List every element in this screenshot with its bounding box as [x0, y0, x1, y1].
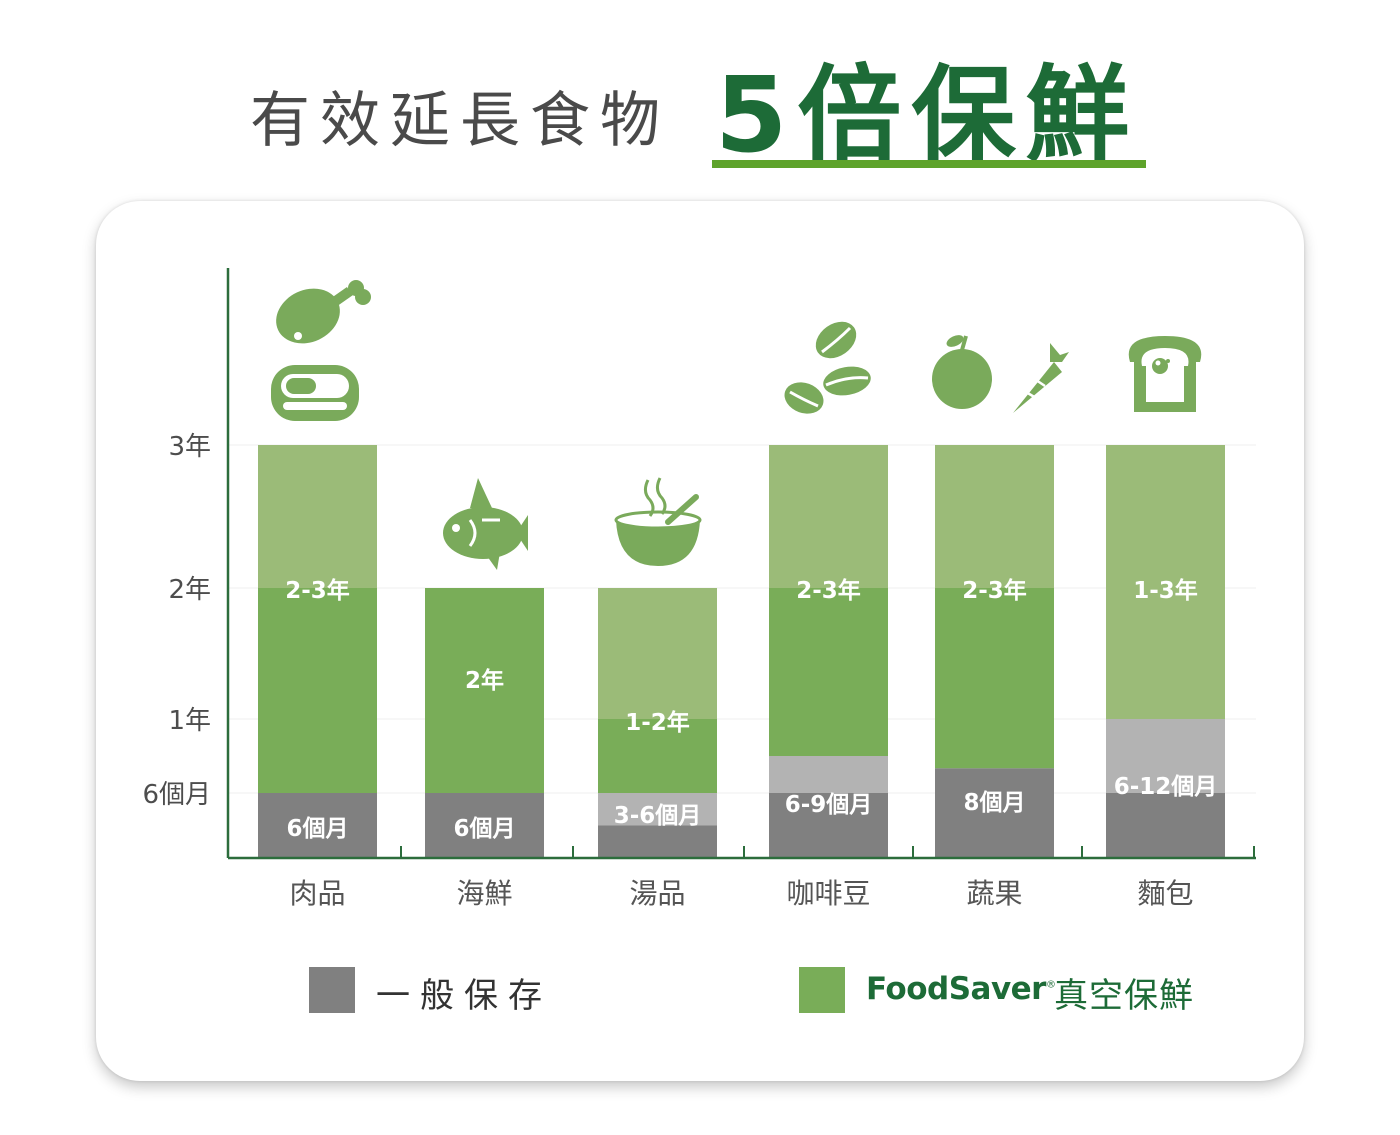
category-label: 肉品 [289, 877, 345, 910]
coffee-beans-icon [784, 321, 871, 414]
legend-brand-suffix: 真空保鮮 [1054, 976, 1194, 1016]
soup-bowl-icon [614, 477, 702, 566]
data-label-foodsaver: 1-2年 [625, 709, 690, 736]
bar-normal-lower [1106, 793, 1225, 858]
drumstick-meat [276, 288, 340, 344]
fish-eye [452, 524, 460, 532]
y-tick-label: 6個月 [142, 780, 211, 810]
y-tick-label: 1年 [168, 706, 211, 736]
fish-bottom-fin [487, 552, 500, 570]
apple-stem [960, 335, 968, 351]
drumstick-shine [294, 332, 302, 340]
headline: 有效延長食物 5倍保鮮 [0, 20, 1400, 176]
bar-foodsaver-upper [258, 445, 377, 588]
coffee-bean [823, 366, 871, 396]
bean-crease [821, 326, 852, 354]
legend-swatch-normal [309, 967, 355, 1013]
bar-foodsaver-upper [935, 445, 1054, 588]
bean-crease [789, 390, 819, 408]
fish-body [443, 507, 523, 559]
steam [655, 477, 667, 515]
legend-brand-name: FoodSaver® [866, 971, 1056, 1007]
category-label: 咖啡豆 [786, 877, 870, 910]
bar-normal-lower [598, 825, 717, 858]
data-label-normal: 8個月 [963, 790, 1025, 816]
category-label: 麵包 [1137, 877, 1193, 910]
legend-brand-text: FoodSaver [866, 971, 1046, 1007]
headline-normal-text: 有效延長食物 [250, 86, 670, 156]
fish-tail [516, 515, 528, 551]
bar-normal-upper [769, 756, 888, 793]
bar-foodsaver-lower [769, 588, 888, 756]
fish-top-fin [470, 478, 492, 508]
spoon [665, 494, 699, 525]
apple-and-carrot-icon [932, 335, 1069, 413]
carrot-body [1013, 362, 1062, 413]
bowl-rim [614, 510, 702, 530]
bowl [616, 520, 700, 566]
legend-swatch-foodsaver [799, 967, 845, 1013]
data-label-foodsaver: 1-3年 [1133, 577, 1198, 604]
headline-strong-text: 5倍保鮮 [715, 54, 1140, 176]
bar-foodsaver-lower [598, 719, 717, 793]
bar-foodsaver [425, 588, 544, 793]
bread-inner [1141, 348, 1189, 402]
bar-foodsaver-lower [935, 588, 1054, 769]
data-label-normal: 6個月 [286, 816, 348, 842]
headline-underline [712, 160, 1146, 168]
bar-normal [935, 768, 1054, 858]
bar-foodsaver-upper [598, 588, 717, 719]
data-label-foodsaver: 2-3年 [962, 577, 1027, 604]
steak-marrow [286, 378, 316, 394]
y-tick-label: 2年 [168, 575, 211, 605]
bone-knob [355, 289, 371, 305]
legend-brand-mark: ® [1045, 979, 1056, 991]
bar-normal [258, 793, 377, 858]
data-label-foodsaver: 2-3年 [285, 577, 350, 604]
category-label: 海鮮 [456, 877, 512, 910]
fish-icon [443, 478, 528, 570]
category-label: 湯品 [629, 877, 685, 910]
bread-eye [1166, 359, 1170, 363]
bar-foodsaver [1106, 445, 1225, 719]
bar-normal [425, 793, 544, 858]
data-label-foodsaver: 2-3年 [796, 577, 861, 604]
data-label-normal: 3-6個月 [614, 803, 702, 829]
bread-eye [1155, 360, 1161, 366]
bean-crease [825, 376, 869, 387]
bar-normal-upper [598, 793, 717, 826]
bar-normal-lower [769, 793, 888, 858]
carrot-leaves [1050, 343, 1069, 362]
bar-normal-upper [1106, 719, 1225, 793]
data-label-foodsaver: 2年 [465, 667, 504, 694]
y-tick-label: 3年 [168, 432, 211, 462]
steam [643, 479, 655, 517]
apple-leaf [946, 335, 964, 347]
category-label: 蔬果 [966, 877, 1022, 910]
steak-line [283, 402, 347, 410]
legend-label-normal: 一般保存 [376, 976, 552, 1016]
drumstick-bone [328, 287, 353, 308]
bread-slice-icon [1128, 336, 1202, 412]
apple-body [932, 349, 992, 409]
data-label-normal: 6個月 [453, 816, 515, 842]
bar-foodsaver-lower [258, 588, 377, 793]
data-label-normal: 6-12個月 [1114, 774, 1218, 800]
data-label-normal: 6-9個月 [785, 792, 873, 818]
bread-face [1152, 358, 1168, 374]
carrot-ring [1025, 390, 1037, 400]
fish-gill [468, 519, 477, 547]
bar-foodsaver-upper [769, 445, 888, 588]
carrot-ring [1035, 378, 1046, 388]
chicken-leg-and-steak-icon [271, 280, 371, 421]
